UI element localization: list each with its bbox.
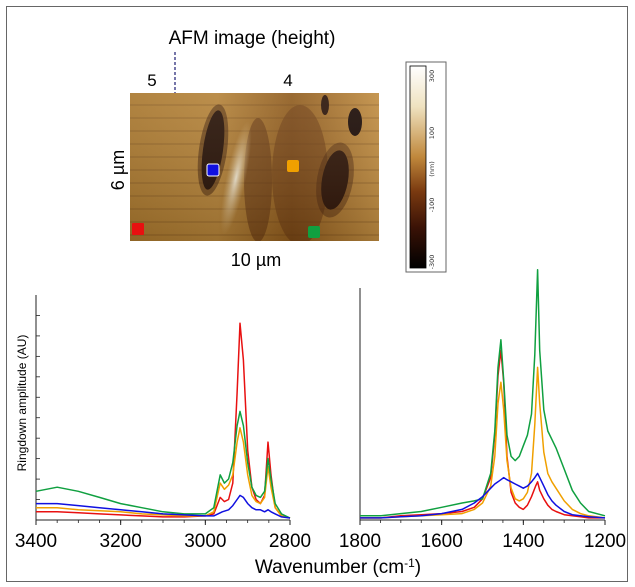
afm-image bbox=[130, 93, 379, 241]
afm-width-label: 10 µm bbox=[231, 250, 281, 270]
y-axis-label: Ringdown amplitude (AU) bbox=[15, 335, 29, 472]
afm-height-label: 6 µm bbox=[108, 150, 128, 190]
series-line bbox=[36, 322, 291, 519]
x-tick-label: 1200 bbox=[584, 531, 626, 552]
spectrum-right-panel: 1800 1600 1400 1200 bbox=[339, 269, 626, 552]
colorbar-tick-minus300: -300 bbox=[428, 255, 436, 270]
x-tick-label: 3400 bbox=[15, 531, 57, 552]
x-tick-label: 1600 bbox=[421, 531, 463, 552]
series-line bbox=[360, 269, 606, 517]
x-axis-label: Wavenumber (cm-1) bbox=[255, 556, 421, 578]
series-line bbox=[36, 427, 291, 519]
blue-marker bbox=[206, 163, 220, 177]
colorbar-unit: (nm) bbox=[428, 161, 436, 177]
x-tick-label: 3200 bbox=[100, 531, 142, 552]
series-line bbox=[360, 472, 606, 519]
orange-marker bbox=[287, 160, 299, 172]
region-label-5: 5 bbox=[147, 71, 156, 90]
red-marker bbox=[132, 223, 144, 235]
x-tick-label: 2800 bbox=[269, 531, 311, 552]
series-line bbox=[35, 410, 291, 519]
figure-border bbox=[6, 6, 628, 582]
series-line bbox=[360, 366, 606, 519]
colorbar-tick-minus100: -100 bbox=[428, 198, 436, 213]
region-label-4: 4 bbox=[283, 71, 292, 90]
x-tick-label: 1800 bbox=[339, 531, 381, 552]
colorbar-tick-300: 300 bbox=[428, 70, 436, 82]
spectrum-left-panel: 3400 3200 3000 2800 bbox=[15, 295, 311, 552]
series-line bbox=[360, 349, 605, 519]
colorbar bbox=[409, 65, 427, 269]
x-tick-label: 3000 bbox=[184, 531, 226, 552]
green-marker bbox=[308, 226, 320, 238]
series-line bbox=[36, 494, 291, 519]
x-tick-label: 1400 bbox=[502, 531, 544, 552]
colorbar-tick-100: 100 bbox=[428, 127, 436, 139]
afm-title: AFM image (height) bbox=[169, 28, 336, 49]
